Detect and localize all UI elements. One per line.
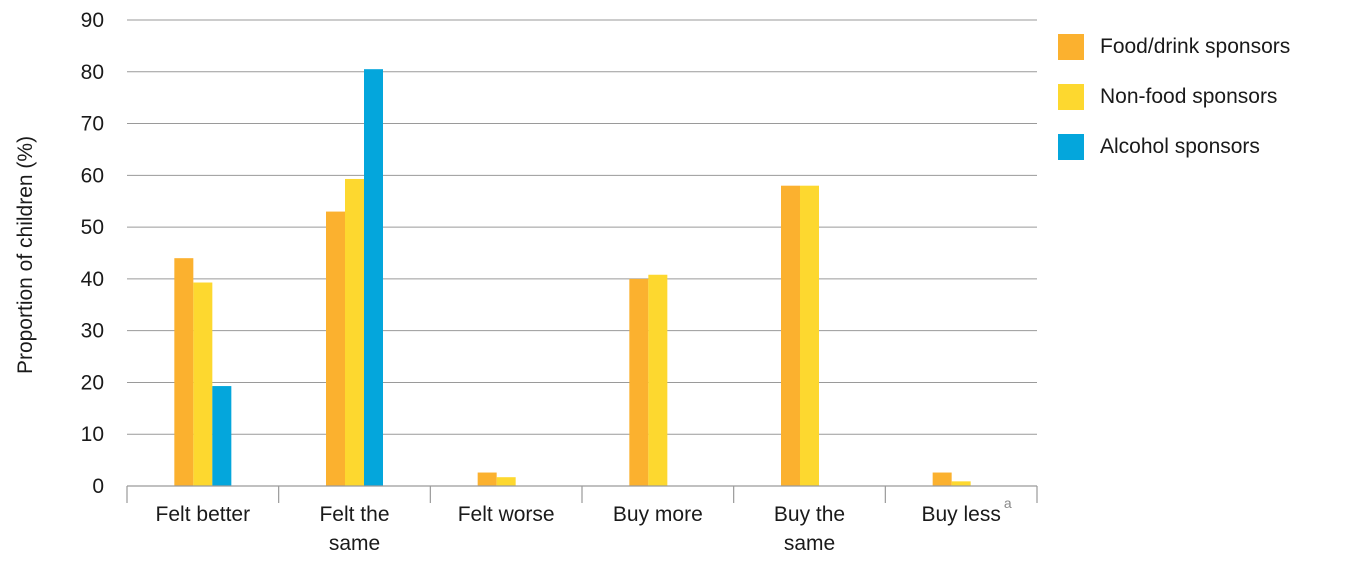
bar [364, 69, 383, 486]
legend-swatch [1058, 134, 1084, 160]
bar [345, 178, 364, 487]
bar [629, 278, 649, 486]
bar [212, 386, 232, 486]
bar [800, 185, 819, 486]
x-tick-label: same [784, 532, 835, 555]
y-tick-label: 60 [81, 164, 104, 187]
legend-swatch [1058, 84, 1084, 110]
bar [932, 472, 952, 486]
y-tick-label: 80 [81, 61, 104, 84]
bar [193, 282, 213, 486]
bar [648, 274, 668, 486]
legend-swatch [1058, 34, 1084, 60]
x-tick-label: Buy the [774, 503, 845, 526]
x-tick-label: Buy less [921, 503, 1000, 526]
x-tick-label: Felt better [156, 503, 251, 526]
bar [477, 472, 497, 486]
bar [326, 211, 345, 487]
legend-label: Non-food sponsors [1100, 85, 1278, 108]
legend-item: Non-food sponsors [1058, 72, 1290, 122]
y-tick-label: 10 [81, 423, 104, 446]
axes: 0 10 20 30 40 50 60 70 80 90 Felt better Felt the sa… [81, 9, 1038, 555]
legend: Food/drink sponsors Non-food sponsors Alco… [1058, 22, 1290, 172]
legend-item: Food/drink sponsors [1058, 22, 1290, 72]
bar [174, 258, 194, 486]
y-tick-label: 30 [81, 320, 104, 343]
x-tick-label: Felt worse [458, 503, 555, 526]
gridlines [127, 19, 1037, 435]
y-axis-label: Proportion of children (%) [14, 136, 37, 374]
legend-label: Food/drink sponsors [1100, 35, 1291, 58]
bar [781, 185, 800, 486]
bar [496, 477, 516, 486]
x-tick-label: Felt the [319, 503, 389, 526]
legend-label: Alcohol sponsors [1100, 135, 1260, 158]
x-tick-label: same [329, 532, 380, 555]
y-tick-label: 90 [81, 9, 104, 32]
x-tick-label: Buy more [613, 503, 703, 526]
bars [174, 69, 971, 487]
y-tick-label: 50 [81, 216, 104, 239]
y-tick-label: 40 [81, 268, 104, 291]
y-tick-label: 20 [81, 371, 104, 394]
y-tick-label: 70 [81, 113, 104, 136]
legend-item: Alcohol sponsors [1058, 122, 1290, 172]
bar [951, 481, 971, 486]
y-tick-label: 0 [92, 475, 104, 498]
footnote-marker: a [1004, 495, 1012, 511]
